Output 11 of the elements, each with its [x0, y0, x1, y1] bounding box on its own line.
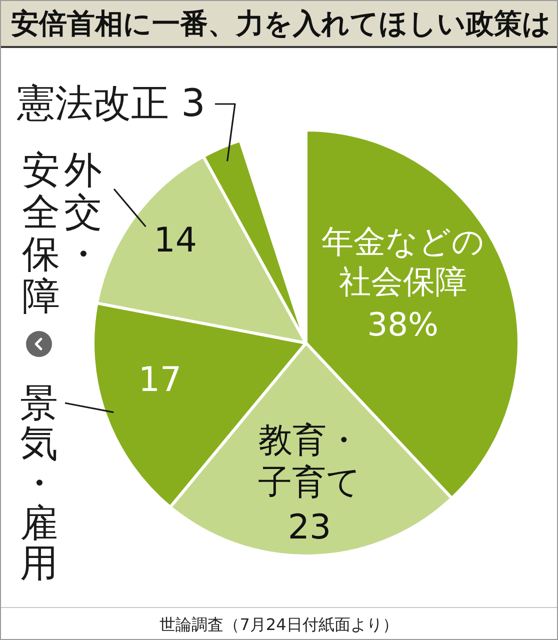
data-label: 17: [138, 360, 182, 400]
slice-label: 教育・子育て: [258, 420, 361, 502]
slice-label: 年金などの社会保障: [321, 222, 484, 301]
slice-label: 景気・雇用: [20, 381, 58, 585]
data-label: 23: [288, 507, 332, 548]
data-label: 38%: [367, 306, 438, 344]
data-label: 14: [154, 220, 198, 261]
slice-label: 憲法改正 3: [17, 81, 206, 125]
chart-title: 安倍首相に一番、力を入れてほしい政策は: [11, 7, 551, 41]
slice-label: 外交・安全保障: [22, 148, 102, 318]
text: 世論調査（7月24日付紙面より）: [158, 615, 400, 635]
